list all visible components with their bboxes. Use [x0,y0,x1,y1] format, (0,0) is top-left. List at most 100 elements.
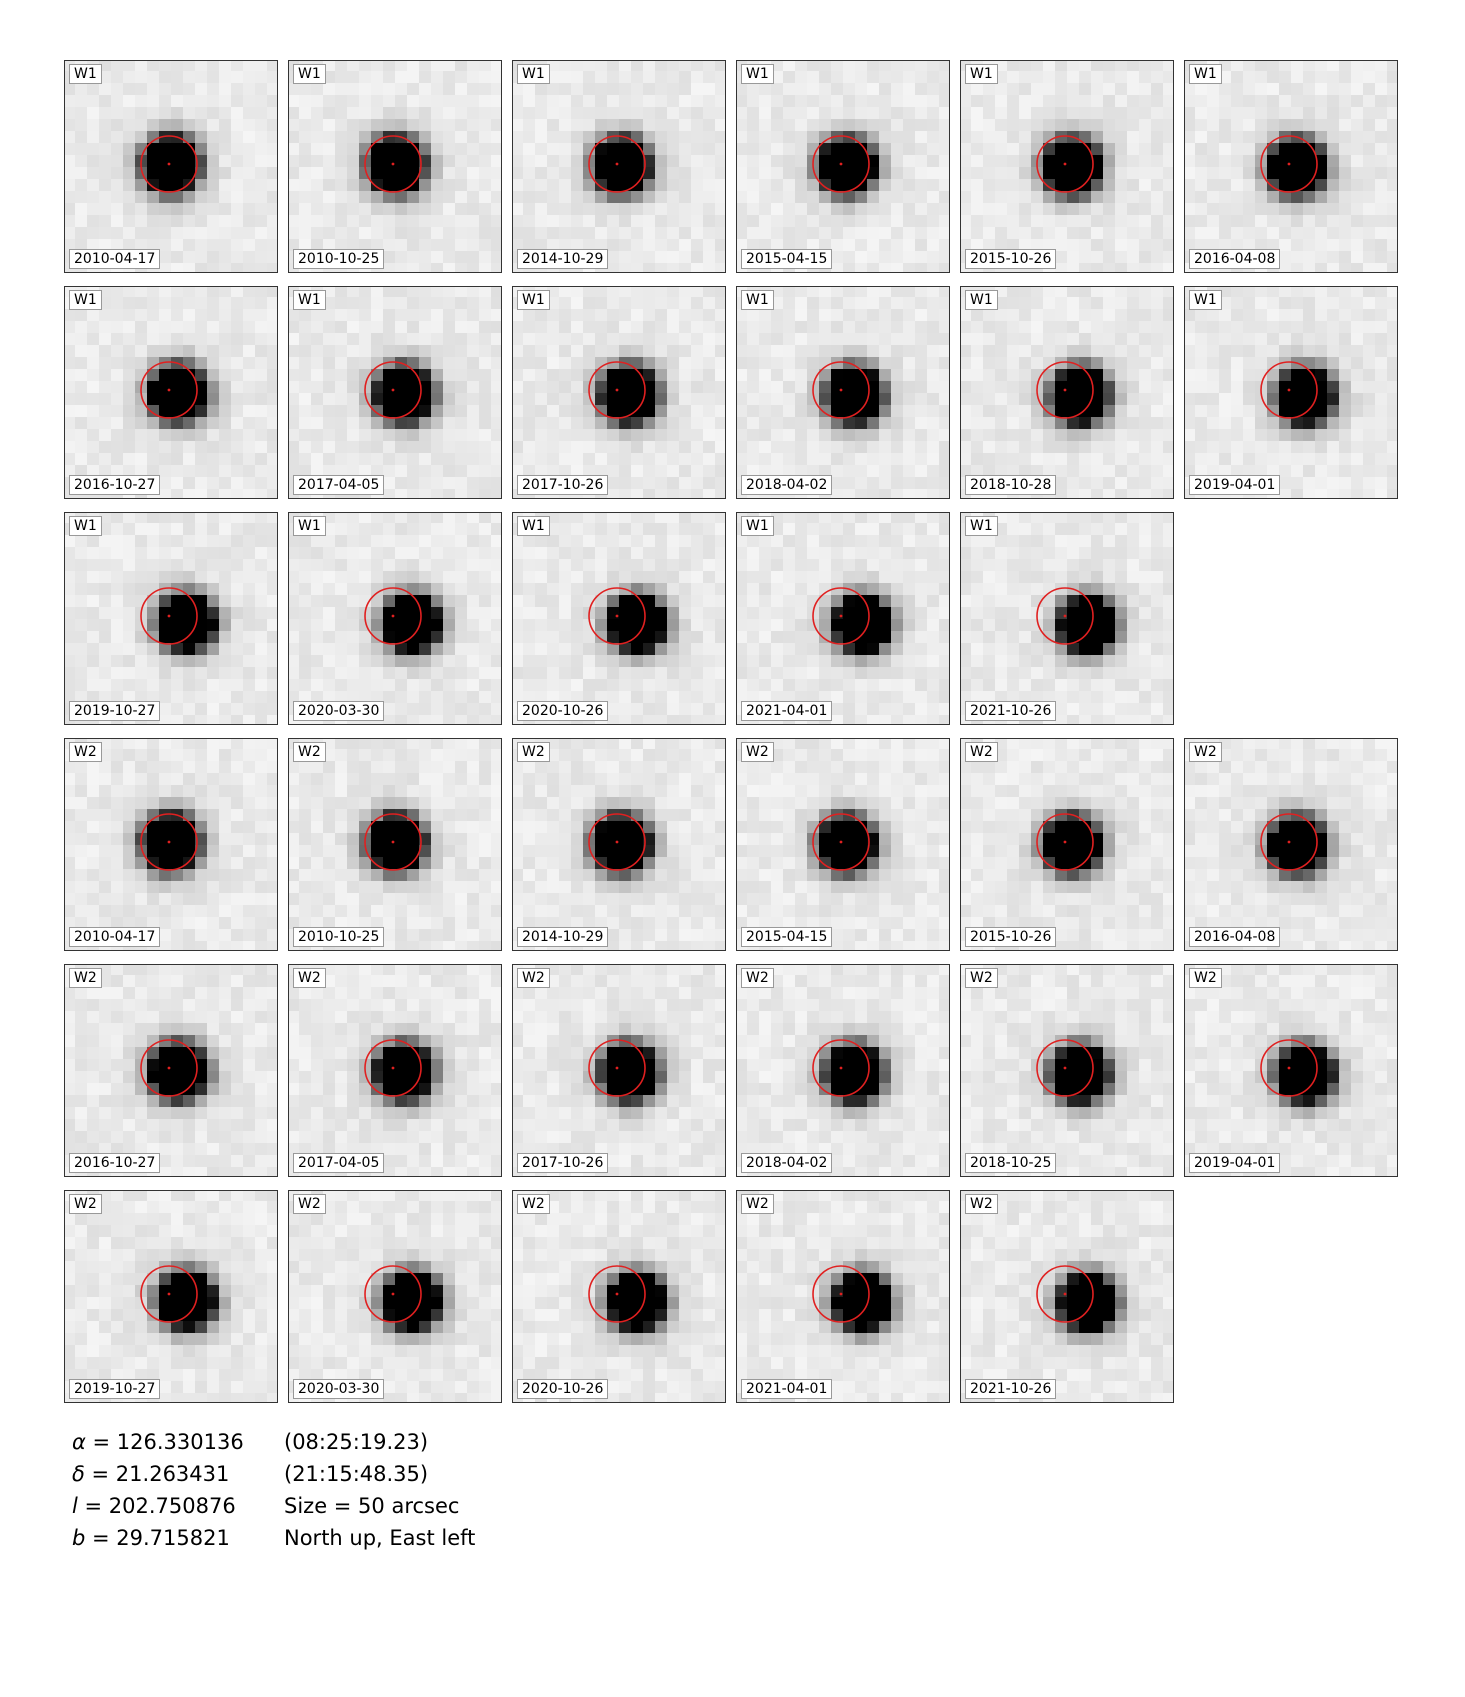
cutout-panel: W1 2018-10-28 [960,286,1174,499]
b-symbol: b [72,1526,85,1550]
target-center-dot [616,615,619,618]
band-label: W2 [965,1194,998,1214]
cutout-panel: W2 2019-04-01 [1184,964,1398,1177]
cutout-image [513,513,725,724]
band-label: W2 [741,1194,774,1214]
epoch-date-label: 2021-10-26 [965,701,1056,721]
cutout-image [961,61,1173,272]
cutout-image [1185,61,1397,272]
cutout-panel: W1 2015-04-15 [736,60,950,273]
band-label: W2 [741,742,774,762]
band-label: W1 [69,516,102,536]
target-center-dot [840,1067,843,1070]
cutout-panel: W1 2015-10-26 [960,60,1174,273]
band-label: W1 [1189,64,1222,84]
target-center-dot [616,389,619,392]
epoch-date-label: 2010-10-25 [293,927,384,947]
target-center-dot [616,1067,619,1070]
cutout-panel: W2 2021-10-26 [960,1190,1174,1403]
band-label: W1 [69,64,102,84]
cutout-panel: W2 2016-10-27 [64,964,278,1177]
cutout-image [961,287,1173,498]
epoch-date-label: 2019-10-27 [69,701,160,721]
target-center-dot [840,841,843,844]
target-center-dot [1064,1067,1067,1070]
cutout-image [737,1191,949,1402]
band-label: W1 [293,64,326,84]
cutout-panel: W2 2021-04-01 [736,1190,950,1403]
target-center-dot [1288,163,1291,166]
target-center-dot [616,163,619,166]
epoch-date-label: 2018-10-28 [965,475,1056,495]
epoch-date-label: 2021-10-26 [965,1379,1056,1399]
epoch-date-label: 2020-03-30 [293,1379,384,1399]
epoch-date-label: 2014-10-29 [517,249,608,269]
target-center-dot [1064,615,1067,618]
target-center-dot [392,841,395,844]
band-label: W2 [517,968,550,988]
target-center-dot [1064,841,1067,844]
galactic-b-row: b = 29.715821 North up, East left [72,1522,572,1554]
cutout-image [65,61,277,272]
target-center-dot [392,389,395,392]
target-center-dot [392,1067,395,1070]
epoch-date-label: 2015-04-15 [741,927,832,947]
target-center-dot [840,1293,843,1296]
cutout-panel: W1 2018-04-02 [736,286,950,499]
cutout-image [961,965,1173,1176]
cutout-panel: W1 2017-04-05 [288,286,502,499]
target-center-dot [1288,841,1291,844]
ra-sexagesimal: (08:25:19.23) [284,1426,428,1458]
epoch-date-label: 2020-10-26 [517,1379,608,1399]
target-center-dot [1288,389,1291,392]
b-value: = 29.715821 [85,1526,230,1550]
epoch-date-label: 2016-10-27 [69,475,160,495]
band-label: W1 [517,64,550,84]
epoch-date-label: 2015-10-26 [965,927,1056,947]
cutout-image [513,1191,725,1402]
epoch-date-label: 2016-10-27 [69,1153,160,1173]
epoch-date-label: 2017-10-26 [517,475,608,495]
cutout-image [961,739,1173,950]
cutout-image [1185,739,1397,950]
epoch-date-label: 2014-10-29 [517,927,608,947]
band-label: W1 [741,64,774,84]
cutout-image [513,287,725,498]
band-label: W2 [293,742,326,762]
epoch-date-label: 2021-04-01 [741,1379,832,1399]
cutout-panel: W2 2014-10-29 [512,738,726,951]
epoch-date-label: 2016-04-08 [1189,927,1280,947]
target-center-dot [392,1293,395,1296]
target-center-dot [1064,163,1067,166]
epoch-date-label: 2018-10-25 [965,1153,1056,1173]
band-label: W2 [69,742,102,762]
dec-value: = 21.263431 [85,1462,230,1486]
cutout-panel: W1 2016-10-27 [64,286,278,499]
cutout-panel: W2 2018-04-02 [736,964,950,1177]
band-label: W2 [965,742,998,762]
target-center-dot [1064,389,1067,392]
epoch-date-label: 2019-04-01 [1189,475,1280,495]
dec-sexagesimal: (21:15:48.35) [284,1458,428,1490]
band-label: W2 [293,968,326,988]
cutout-panel: W1 2016-04-08 [1184,60,1398,273]
cutout-image [513,965,725,1176]
cutout-image [289,513,501,724]
cutout-panel: W2 2016-04-08 [1184,738,1398,951]
band-label: W1 [965,290,998,310]
cutout-image [737,739,949,950]
ra-row: α = 126.330136 (08:25:19.23) [72,1426,572,1458]
ra-value: = 126.330136 [86,1430,244,1454]
cutout-image [1185,965,1397,1176]
epoch-date-label: 2021-04-01 [741,701,832,721]
epoch-date-label: 2018-04-02 [741,475,832,495]
epoch-date-label: 2019-04-01 [1189,1153,1280,1173]
cutout-panel: W1 2017-10-26 [512,286,726,499]
cutout-panel: W2 2017-04-05 [288,964,502,1177]
target-center-dot [168,389,171,392]
cutout-image [289,287,501,498]
target-center-dot [392,163,395,166]
cutout-image [289,739,501,950]
epoch-date-label: 2017-04-05 [293,1153,384,1173]
target-center-dot [168,163,171,166]
